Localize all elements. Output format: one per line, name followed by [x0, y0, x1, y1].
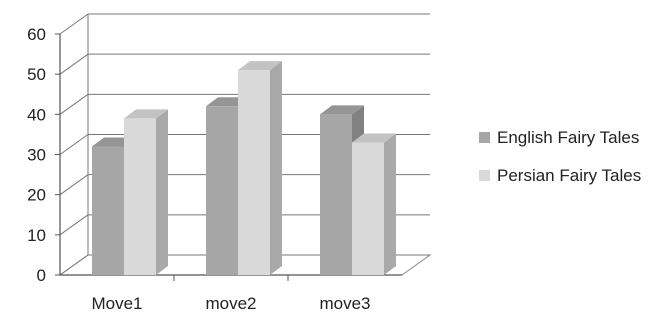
x-tick-label: move2	[205, 294, 256, 313]
y-tick-label: 20	[27, 186, 46, 205]
bar	[238, 61, 282, 276]
legend-swatch	[479, 170, 490, 181]
gridline-diagonal	[59, 174, 89, 196]
bar-side	[270, 61, 282, 276]
bar-front	[124, 118, 156, 275]
bar	[352, 133, 396, 275]
x-tick-label: Move1	[91, 294, 142, 313]
x-tick-labels: Move1 move2 move3	[91, 275, 371, 313]
bar-side	[156, 109, 168, 275]
gridline-diagonal	[59, 134, 89, 155]
y-tick-label: 40	[27, 105, 46, 124]
bar-front	[238, 70, 270, 276]
y-tick-labels: 0 10 20 30 40 50 60	[27, 25, 60, 285]
bars	[92, 61, 396, 276]
bar-front	[320, 114, 352, 275]
legend-entry: English Fairy Tales	[479, 128, 639, 147]
gridline-diagonal	[59, 214, 89, 236]
bar-top	[352, 133, 396, 143]
bar-side	[384, 133, 396, 275]
legend-label: Persian Fairy Tales	[497, 166, 641, 185]
gridline-diagonal	[59, 254, 89, 276]
bar-front	[352, 142, 384, 275]
legend-swatch	[479, 132, 490, 143]
bar-top	[124, 109, 168, 119]
y-tick-label: 10	[27, 226, 46, 245]
y-tick-label: 60	[27, 25, 46, 44]
bar	[124, 109, 168, 275]
y-tick-label: 50	[27, 65, 46, 84]
bar-front	[92, 146, 124, 275]
bar-top	[238, 61, 282, 71]
gridline-diagonal	[59, 13, 89, 35]
gridline-diagonal	[59, 93, 89, 115]
gridline-diagonal	[59, 53, 89, 75]
legend: English Fairy Tales Persian Fairy Tales	[479, 128, 641, 185]
bar-front	[206, 106, 238, 275]
y-tick-label: 30	[27, 146, 46, 165]
x-tick-label: move3	[319, 294, 370, 313]
y-tick-label: 0	[37, 266, 46, 285]
legend-label: English Fairy Tales	[497, 128, 639, 147]
bar-top	[320, 105, 364, 115]
legend-entry: Persian Fairy Tales	[479, 166, 641, 185]
